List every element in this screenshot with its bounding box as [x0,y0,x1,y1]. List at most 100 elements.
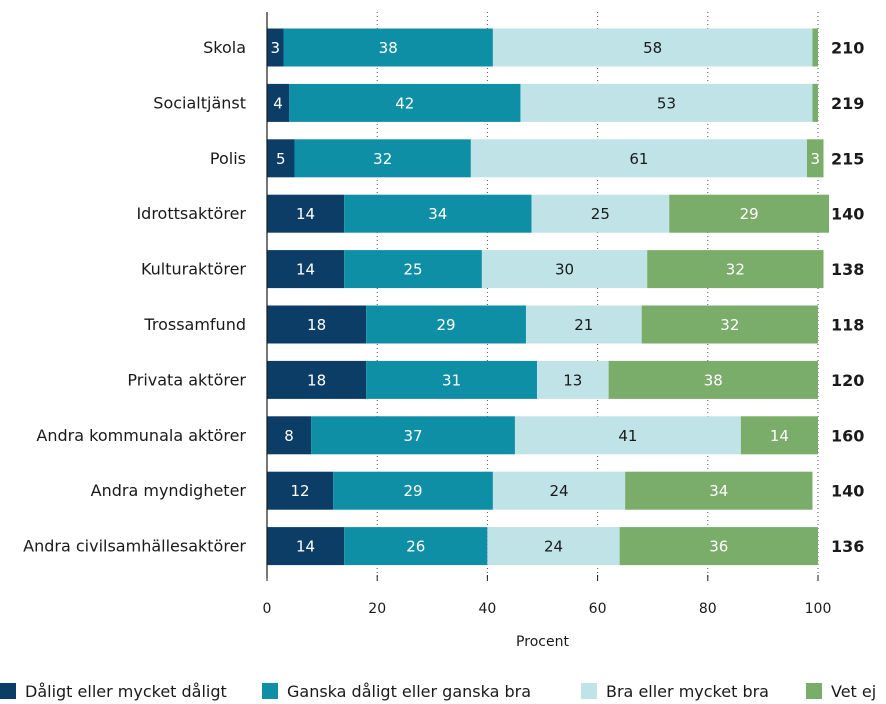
data-label: 24 [549,482,568,500]
data-label: 26 [406,538,425,556]
category-label: Andra kommunala aktörer [36,426,246,445]
bar-segment [806,139,824,178]
data-label: 32 [720,316,739,334]
data-label: 29 [740,205,759,223]
bar-segment [481,250,648,289]
data-label: 18 [307,316,326,334]
bar-segment [267,416,312,455]
bar-segment [625,471,813,510]
x-tick-label: 40 [478,601,496,617]
legend: Dåligt eller mycket dåligt Ganska dåligt … [0,682,876,701]
bar-segment [812,28,818,67]
bar-segment [487,527,620,566]
data-label: 53 [657,94,676,112]
category-label: Trossamfund [143,315,246,334]
data-label: 25 [591,205,610,223]
bar-segment [294,139,471,178]
bar-segment [333,471,493,510]
category-label: Idrottsaktörer [136,204,246,223]
bar-segment [344,194,532,233]
legend-swatch [262,683,278,699]
data-label: 3 [810,150,820,168]
legend-label: Vet ej [831,682,876,701]
data-label: 21 [574,316,593,334]
x-tick-label: 0 [263,601,272,617]
bar-segment [366,305,526,344]
category-label: Andra myndigheter [91,481,247,500]
bar-segment [311,416,515,455]
category-label: Polis [210,149,246,168]
data-label: 34 [428,205,447,223]
data-label: 25 [403,261,422,279]
bar-segment [492,471,626,510]
category-label: Andra civilsamhällesaktörer [23,537,246,556]
data-label: 38 [704,371,723,389]
n-value-label: 210 [831,39,864,58]
n-value-label: 140 [831,205,864,224]
data-label: 34 [709,482,728,500]
bar-segment [267,360,367,399]
bar-segment [344,250,482,289]
x-tick-label: 20 [368,601,386,617]
bar-segment [669,194,830,233]
n-value-label: 120 [831,371,864,390]
bar-segment [525,305,642,344]
bar-segment [267,194,345,233]
bar-segment [267,471,334,510]
legend-swatch [0,683,16,699]
data-label: 14 [296,261,315,279]
legend-label: Dåligt eller mycket dåligt [25,682,227,701]
category-labels: Skola Socialtjänst Polis Idrottsaktörer Kult… [23,38,246,556]
n-value-label: 118 [831,316,864,335]
data-label: 14 [770,427,789,445]
legend-label: Ganska dåligt eller ganska bra [287,682,531,701]
bar-segment [267,83,290,122]
legend-label: Bra eller mycket bra [606,682,769,701]
data-label: 29 [437,316,456,334]
bar-segment [520,83,813,122]
bar-segment [366,360,537,399]
bar-segment [267,139,295,178]
bar-segment [531,194,670,233]
x-axis-title: Procent [516,634,569,650]
data-label: 30 [555,261,574,279]
bar-segment [267,28,284,67]
x-tick-label: 80 [699,601,717,617]
data-label: 61 [629,150,648,168]
data-label: 37 [403,427,422,445]
bar-segment [812,83,818,122]
bar-segment [492,28,813,67]
data-label: 38 [379,39,398,57]
category-label: Privata aktörer [127,370,246,389]
bar-segment [740,416,818,455]
data-label: 8 [284,427,294,445]
n-value-label: 219 [831,94,864,113]
data-label: 12 [291,482,310,500]
bar-segment [470,139,807,178]
legend-swatch [581,683,597,699]
bar-segment [267,305,367,344]
data-label: 36 [709,538,728,556]
bar-segment [514,416,741,455]
data-label: 18 [307,371,326,389]
n-value-label: 215 [831,149,864,168]
data-label: 14 [296,538,315,556]
bar-segment [641,305,818,344]
bar-segment [344,527,488,566]
category-label: Socialtjänst [153,93,246,112]
data-label: 14 [296,205,315,223]
bar-segment [267,250,345,289]
bar-segment [536,360,609,399]
data-label: 42 [395,94,414,112]
data-label: 3 [270,39,280,57]
data-label: 31 [442,371,461,389]
bar-segment [619,527,818,566]
data-label: 32 [726,261,745,279]
data-label: 13 [563,371,582,389]
category-label: Skola [203,38,246,57]
data-label: 29 [403,482,422,500]
bar-segment [283,28,493,67]
bar-segment [608,360,818,399]
